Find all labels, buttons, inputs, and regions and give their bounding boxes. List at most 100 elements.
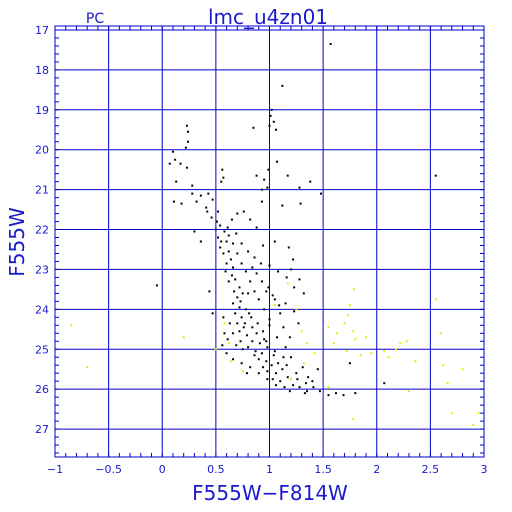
y-tick-label: 25: [35, 343, 49, 356]
star-point: [287, 246, 290, 249]
faint-star-point: [223, 322, 226, 325]
star-point: [298, 278, 301, 281]
star-point: [301, 366, 304, 369]
star-point: [281, 368, 284, 371]
y-tick-label: 17: [35, 24, 49, 37]
faint-star-point: [273, 304, 276, 307]
axis-ticks: [54, 26, 485, 457]
faint-star-point: [407, 390, 410, 393]
star-point: [185, 124, 188, 127]
star-point: [171, 150, 174, 153]
star-point: [247, 250, 250, 253]
star-point: [244, 308, 247, 311]
star-point: [211, 198, 214, 201]
star-point: [232, 266, 235, 269]
faint-star-point: [289, 378, 292, 381]
faint-star-point: [336, 332, 339, 335]
star-point: [274, 372, 277, 375]
y-tick-label: 19: [35, 104, 49, 117]
star-point: [329, 42, 332, 45]
star-point: [273, 240, 276, 243]
star-point: [279, 312, 282, 315]
star-point: [223, 230, 226, 233]
star-point: [277, 270, 280, 273]
star-point: [233, 290, 236, 293]
star-point: [191, 192, 194, 195]
star-point: [251, 340, 254, 343]
faint-star-point: [352, 330, 355, 333]
star-point: [258, 342, 261, 345]
star-point: [434, 174, 437, 177]
star-point: [253, 256, 256, 259]
star-point: [327, 394, 330, 397]
detector-label: PC: [86, 11, 104, 27]
star-point: [186, 130, 189, 133]
faint-star-point: [300, 330, 303, 333]
star-point: [292, 258, 295, 261]
star-point: [234, 278, 237, 281]
star-point: [249, 366, 252, 369]
star-point: [286, 376, 289, 379]
faint-star-point: [354, 338, 357, 341]
star-point: [241, 348, 244, 351]
star-point: [214, 228, 217, 231]
star-point: [265, 360, 268, 363]
faint-star-point: [352, 418, 355, 421]
star-point: [260, 188, 263, 191]
faint-star-point: [227, 342, 230, 345]
star-point: [263, 178, 266, 181]
star-point: [219, 246, 222, 249]
star-point: [239, 340, 242, 343]
star-point: [298, 186, 301, 189]
star-point: [307, 376, 310, 379]
star-point: [238, 306, 241, 309]
faint-star-point: [450, 412, 453, 415]
star-point: [225, 352, 228, 355]
star-point: [273, 298, 276, 301]
star-point: [217, 236, 220, 239]
star-point: [271, 294, 274, 297]
faint-star-point: [359, 354, 362, 357]
y-axis-label: F555W: [5, 207, 29, 277]
faint-star-point: [302, 362, 305, 365]
star-point: [251, 266, 254, 269]
star-point: [226, 338, 229, 341]
star-point: [270, 108, 273, 111]
star-point: [220, 180, 223, 183]
star-point: [304, 382, 307, 385]
faint-star-point: [346, 314, 349, 317]
star-point: [296, 378, 299, 381]
grid-lines: [54, 26, 485, 457]
faint-star-point: [348, 304, 351, 307]
star-point: [285, 364, 288, 367]
star-point: [251, 326, 254, 329]
star-point: [235, 232, 238, 235]
star-point: [208, 290, 211, 293]
star-point: [273, 350, 276, 353]
star-point: [311, 380, 314, 383]
star-point: [247, 292, 250, 295]
star-point: [265, 340, 268, 343]
x-tick-labels: −1 −0.5 0 0.5 1 1.5 2 2.5 3: [47, 463, 488, 476]
x-tick-label: 3: [481, 463, 488, 476]
star-point: [383, 382, 386, 385]
star-point: [272, 354, 275, 357]
star-point: [230, 274, 233, 277]
faint-star-point: [477, 412, 480, 415]
star-point: [253, 354, 256, 357]
star-point: [236, 296, 239, 299]
secondary-points: [70, 282, 480, 427]
faint-star-point: [343, 322, 346, 325]
star-point: [302, 292, 305, 295]
faint-star-point: [353, 288, 356, 291]
star-point: [224, 270, 227, 273]
star-point: [240, 362, 243, 365]
star-point: [220, 240, 223, 243]
faint-star-point: [383, 350, 386, 353]
star-point: [319, 192, 322, 195]
star-point: [260, 280, 263, 283]
faint-star-point: [229, 360, 232, 363]
star-point: [284, 302, 287, 305]
star-point: [282, 356, 285, 359]
star-point: [257, 372, 260, 375]
